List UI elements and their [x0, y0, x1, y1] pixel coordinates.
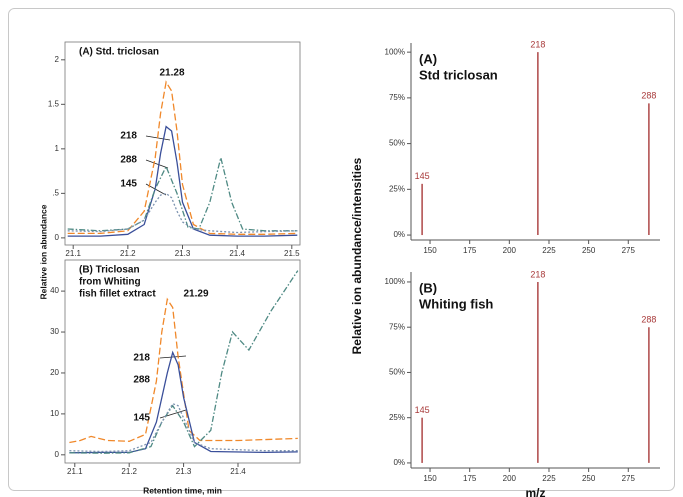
trace [69, 270, 299, 454]
peak-label: 218 [530, 40, 545, 50]
trace [69, 350, 298, 454]
x-axis-label: m/z [525, 486, 545, 497]
y-axis-label: Relative ion abundance [38, 204, 48, 299]
y-axis-label: Relative ion abundance/intensities [350, 157, 364, 354]
x-tick-label: 200 [503, 246, 517, 255]
y-tick-label: 30 [50, 327, 59, 336]
x-tick-label: 175 [463, 246, 477, 255]
x-tick-label: 21.3 [176, 467, 192, 476]
x-tick-label: 21.3 [175, 249, 191, 258]
annotation: 288 [133, 375, 150, 386]
trace [67, 192, 298, 234]
x-tick-label: 21.1 [67, 467, 83, 476]
y-tick-label: 0% [393, 458, 405, 467]
x-tick-label: 21.4 [229, 249, 245, 258]
x-tick-label: 275 [622, 474, 636, 483]
x-tick-label: 175 [463, 474, 477, 483]
annotation: 288 [120, 155, 137, 166]
y-tick-label: 1.5 [48, 99, 60, 108]
x-tick-label: 225 [542, 474, 556, 483]
x-tick-label: 150 [423, 246, 437, 255]
trace [67, 157, 298, 232]
x-axis-label: Retention time, min [143, 485, 222, 495]
peak-label: 218 [530, 269, 545, 279]
peak-label: 145 [415, 405, 430, 415]
panel-title: fish fillet extract [79, 289, 156, 300]
y-tick-label: 10 [50, 409, 59, 418]
x-tick-label: 21.5 [284, 249, 300, 258]
frame [8, 8, 675, 491]
panel-title: Std triclosan [419, 67, 498, 82]
x-tick-label: 21.1 [65, 249, 81, 258]
panel-title: (B) [419, 280, 437, 295]
plot-frame [64, 259, 301, 464]
y-tick-label: 100% [385, 277, 405, 286]
trace [67, 125, 298, 237]
y-tick-label: 75% [389, 322, 405, 331]
panel-title: (A) [419, 51, 437, 66]
x-tick-label: 200 [503, 474, 517, 483]
annotation: 145 [120, 179, 137, 190]
x-tick-label: 250 [582, 474, 596, 483]
y-tick-label: 75% [389, 93, 405, 102]
y-tick-label: 100% [385, 47, 405, 56]
panel-title: (B) Triclosan [79, 265, 140, 276]
y-tick-label: 40 [50, 286, 59, 295]
x-tick-label: 21.4 [230, 467, 246, 476]
x-tick-label: 275 [622, 246, 636, 255]
annotation: 218 [120, 131, 137, 142]
y-tick-label: 0 [55, 450, 60, 459]
y-tick-label: .5 [52, 188, 59, 197]
x-tick-label: 21.2 [121, 467, 137, 476]
x-tick-label: 150 [423, 474, 437, 483]
y-tick-label: 25% [389, 413, 405, 422]
y-tick-label: 2 [55, 55, 60, 64]
y-tick-label: 50% [389, 368, 405, 377]
y-tick-label: 0 [55, 233, 60, 242]
annotation: 218 [133, 353, 150, 364]
annotation: 21.28 [159, 68, 184, 79]
panel-title: from Whiting [79, 277, 141, 288]
peak-label: 145 [415, 171, 430, 181]
peak-label: 288 [641, 315, 656, 325]
x-tick-label: 225 [542, 246, 556, 255]
peak-label: 288 [641, 91, 656, 101]
trace [69, 297, 298, 444]
annotation: 145 [133, 413, 150, 424]
panel-title: (A) Std. triclosan [79, 47, 159, 58]
trace [69, 402, 298, 453]
x-tick-label: 250 [582, 246, 596, 255]
annotation: 21.29 [183, 289, 208, 300]
y-tick-label: 20 [50, 368, 59, 377]
y-tick-label: 25% [389, 184, 405, 193]
y-tick-label: 50% [389, 139, 405, 148]
x-tick-label: 21.2 [120, 249, 136, 258]
y-tick-label: 1 [55, 144, 60, 153]
panel-title: Whiting fish [419, 296, 493, 311]
y-tick-label: 0% [393, 230, 405, 239]
